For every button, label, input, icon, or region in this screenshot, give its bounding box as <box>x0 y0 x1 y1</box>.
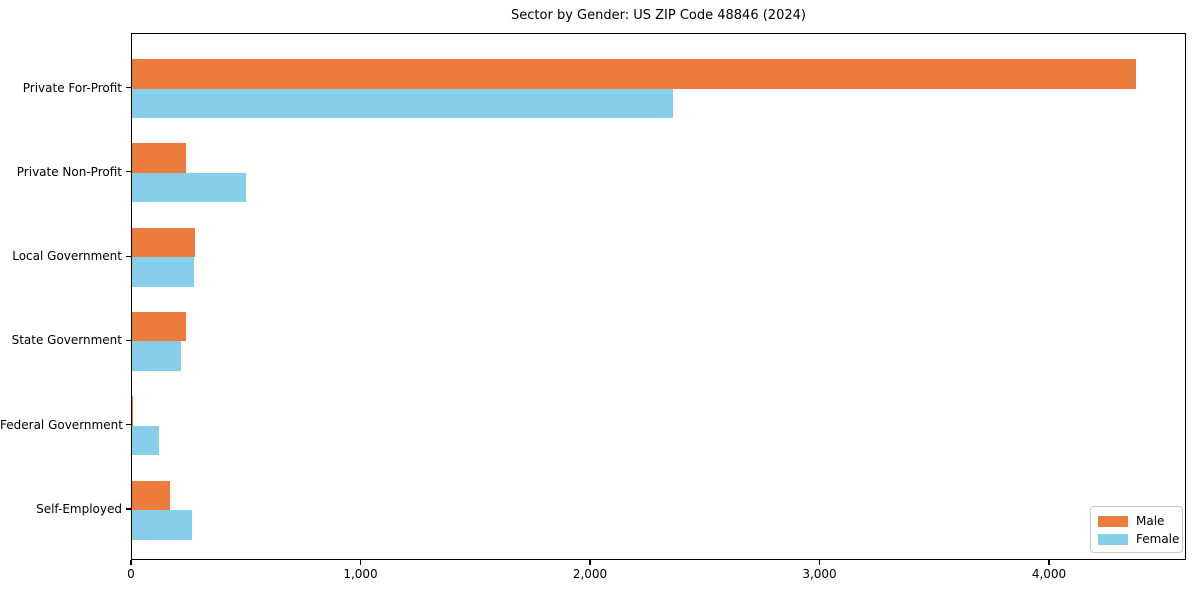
y-tick-label-local-government: Local Government <box>12 249 122 264</box>
x-axis-tick <box>818 560 821 565</box>
plot-area <box>131 33 1186 560</box>
x-tick-label-0: 0 <box>127 567 135 581</box>
y-axis-tick <box>126 86 131 89</box>
y-axis-tick <box>126 424 131 426</box>
chart-title: Sector by Gender: US ZIP Code 48846 (202… <box>511 8 806 23</box>
bar-female-state-government <box>132 341 182 371</box>
legend-swatch-female <box>1098 533 1128 545</box>
legend-entry-male: Male <box>1098 512 1176 530</box>
y-tick-label-private-for-profit: Private For-Profit <box>22 80 122 95</box>
bar-male-private-non-profit <box>132 143 187 173</box>
y-tick-label-self-employed: Self-Employed <box>36 502 122 516</box>
x-tick-label-4000: 4,000 <box>1031 567 1067 581</box>
bar-female-private-for-profit <box>132 88 673 118</box>
x-axis-tick <box>589 560 591 565</box>
y-tick-label-federal-government: Federal Government <box>0 417 123 432</box>
bar-female-self-employed <box>132 510 192 540</box>
legend-entry-female: Female <box>1098 530 1180 548</box>
x-tick-label-1000: 1,000 <box>343 567 378 581</box>
bar-male-local-government <box>132 227 196 258</box>
bar-male-state-government <box>132 311 187 342</box>
x-axis-tick <box>359 560 362 565</box>
legend-swatch-male <box>1098 515 1128 527</box>
legend-label-male: Male <box>1136 514 1165 528</box>
legend: Male Female <box>1090 506 1183 553</box>
bar-female-private-non-profit <box>132 172 247 203</box>
x-axis-tick <box>130 560 132 565</box>
bar-female-local-government <box>132 257 194 287</box>
x-axis-tick <box>1048 560 1050 565</box>
y-axis-tick <box>126 339 131 341</box>
bar-female-federal-government <box>132 425 160 456</box>
y-axis-tick <box>126 508 131 510</box>
x-tick-label-3000: 3,000 <box>802 567 837 581</box>
bar-male-self-employed <box>132 480 171 510</box>
y-axis-tick <box>126 171 131 173</box>
y-tick-label-private-non-profit: Private Non-Profit <box>16 164 122 179</box>
bar-male-federal-government <box>132 396 134 426</box>
y-tick-label-state-government: State Government <box>11 333 122 348</box>
legend-label-female: Female <box>1136 532 1180 546</box>
x-tick-label-2000: 2,000 <box>572 567 608 581</box>
bar-male-private-for-profit <box>132 59 1137 89</box>
y-axis-tick <box>126 255 131 257</box>
